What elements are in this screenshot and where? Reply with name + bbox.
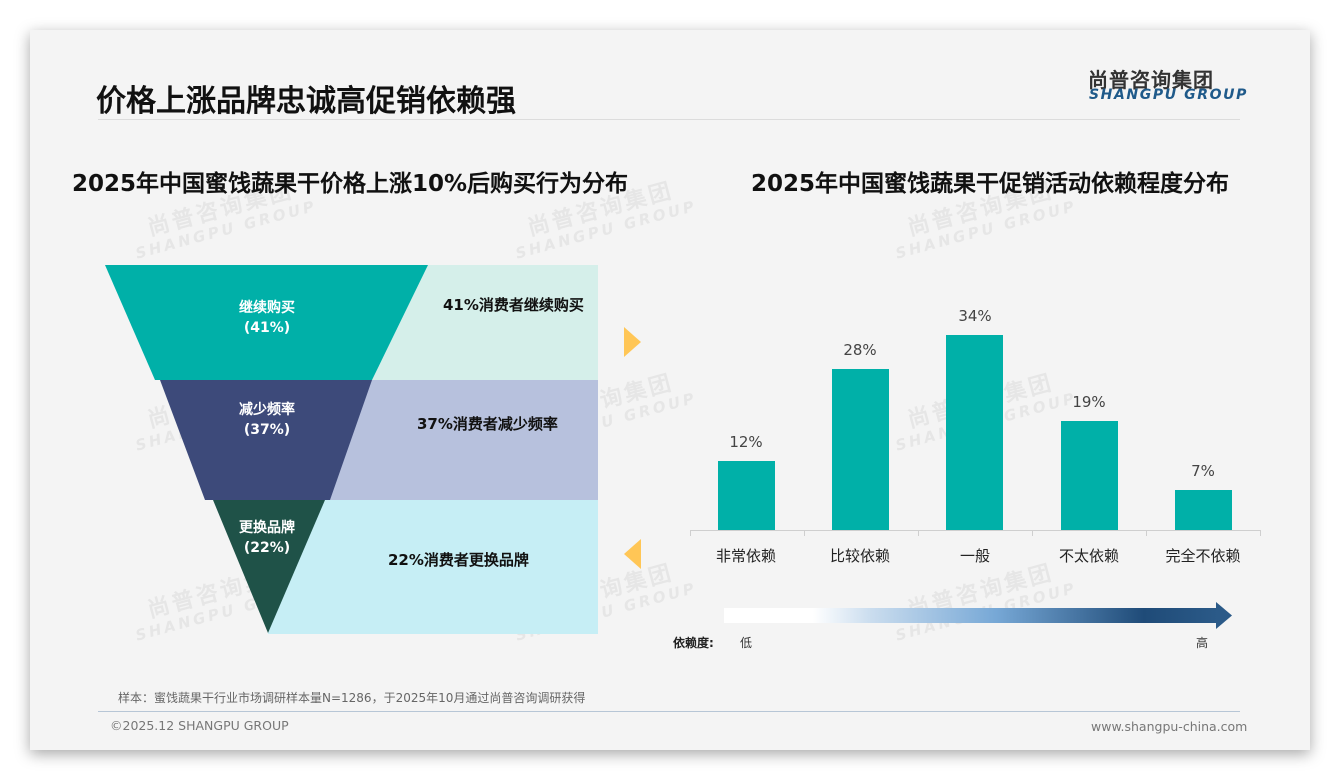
bar-chart-title: 2025年中国蜜饯蔬果干促销活动依赖程度分布 [750,171,1229,197]
legend-label: 依赖度: [673,636,714,650]
bar-not-very-dependent [1061,421,1118,530]
bar-not-dependent [1175,490,1232,530]
bar-fairly-dependent [832,369,889,530]
bar-category-label: 比较依赖 [829,547,890,565]
x-axis-tick [1260,530,1261,536]
bar-category-label: 非常依赖 [715,547,776,565]
page-title: 价格上涨品牌忠诚高促销依赖强 [96,84,516,119]
bar-value-label: 28% [843,341,877,359]
funnel-band-3-text: 22%消费者更换品牌 [388,551,529,569]
bar-category-label: 完全不依赖 [1165,547,1241,565]
legend-high: 高 [1196,636,1209,650]
funnel-label-2-pct: (37%) [243,422,291,438]
bar-category-label: 一般 [959,547,990,565]
slide: 尚普咨询集团 SHANGPU GROUP 尚普咨询集团 SHANGPU GROUP … [30,30,1310,750]
bar-value-label: 12% [729,433,763,451]
funnel-band-2-text: 37%消费者减少频率 [417,415,558,433]
funnel-label-3-name: 更换品牌 [239,520,295,536]
funnel-label-3-pct: (22%) [243,540,291,556]
logo-en: SHANGPU GROUP [1089,87,1248,103]
x-axis-tick [1032,530,1033,536]
funnel-chart [105,265,641,634]
legend-low: 低 [740,636,753,650]
funnel-label-3: 更换品牌 (22%) [202,518,332,558]
funnel-chart-title: 2025年中国蜜饯蔬果干价格上涨10%后购买行为分布 [71,171,629,197]
funnel-band-1-text: 41%消费者继续购买 [443,296,584,314]
arrow-right-icon [624,327,641,357]
bar-value-label: 19% [1072,393,1106,411]
funnel-label-1-name: 继续购买 [239,300,295,316]
sample-note: 样本：蜜饯蔬果干行业市场调研样本量N=1286，于2025年10月通过尚普咨询调… [118,691,586,705]
logo-cn: 尚普咨询集团 [1088,68,1214,92]
funnel-segment-3 [213,500,325,633]
website-link[interactable]: www.shangpu-china.com [1091,719,1248,734]
x-axis [690,530,1260,531]
bar-very-dependent [718,461,775,530]
funnel-label-2-name: 减少频率 [239,402,295,418]
bar-value-label: 34% [958,307,992,325]
bar-value-label: 7% [1191,462,1215,480]
x-axis-tick [1146,530,1147,536]
funnel-segment-1 [105,265,428,380]
header-divider [98,119,1240,120]
bar-neutral [946,335,1003,530]
copyright: ©2025.12 SHANGPU GROUP [110,718,289,733]
x-axis-tick [918,530,919,536]
dependency-gradient-arrow [724,602,1232,629]
funnel-label-2: 减少频率 (37%) [202,400,332,440]
funnel-segment-2 [160,380,372,500]
funnel-label-1: 继续购买 (41%) [202,298,332,338]
funnel-band-3 [268,500,598,634]
x-axis-tick [690,530,691,536]
funnel-band-2 [320,380,598,500]
bar-category-label: 不太依赖 [1058,547,1119,565]
funnel-label-1-pct: (41%) [243,320,291,336]
arrow-left-icon [624,539,641,569]
x-axis-tick [804,530,805,536]
footer-divider [98,711,1240,712]
